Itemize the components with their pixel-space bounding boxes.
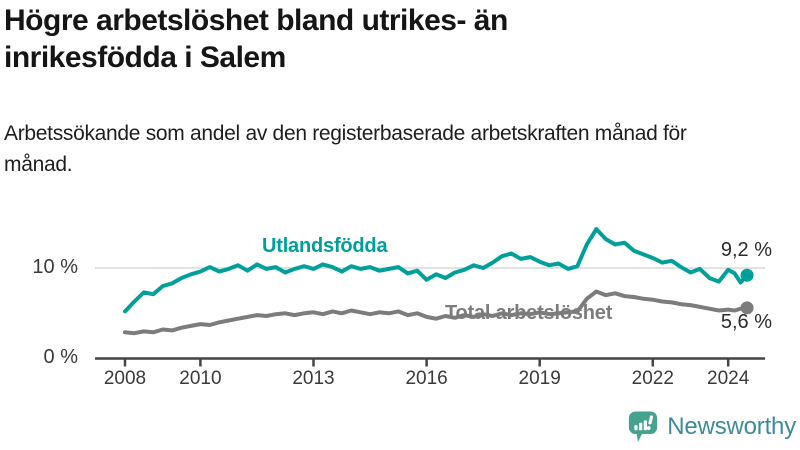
chart-title: Högre arbetslöshet bland utrikes- än inr… [4, 4, 508, 74]
x-axis-label-2010: 2010 [179, 368, 222, 389]
x-axis-label-2019: 2019 [518, 368, 561, 389]
brand-footer-link[interactable]: Newsworthy [627, 410, 796, 444]
series-label-utlandsfodda: Utlandsfödda [262, 235, 388, 257]
brand-name: Newsworthy [667, 413, 796, 440]
newsworthy-logo-icon [629, 411, 658, 443]
x-axis-label-2022: 2022 [631, 368, 674, 389]
x-axis-label-2024: 2024 [707, 368, 750, 389]
x-axis-label-2008: 2008 [103, 368, 147, 389]
series-line-utlandsfodda [123, 227, 750, 314]
series-end-dot-total [740, 301, 754, 315]
x-axis-label-2013: 2013 [292, 368, 335, 389]
chart-subtitle: Arbetssökande som andel av den registerb… [4, 122, 687, 176]
end-value-label-utlandsfodda: 9,2 % [720, 239, 772, 261]
series-label-total-arbetsloshet: Total arbetslöshet [445, 302, 613, 324]
y-axis-label-0: 0 % [43, 346, 78, 368]
x-axis-label-2016: 2016 [405, 368, 448, 389]
series-end-dot-utlandsfodda [740, 268, 754, 282]
series-line-total [123, 289, 750, 336]
y-axis-label-10: 10 % [32, 256, 78, 278]
end-value-label-total: 5,6 % [720, 311, 772, 333]
